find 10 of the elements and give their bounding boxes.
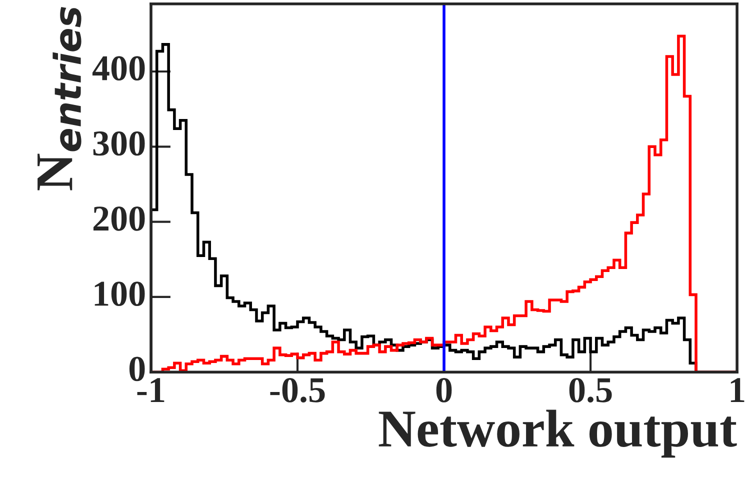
y-tick-label: 400 [92,56,145,81]
x-tick-label: -0.5 [270,378,325,403]
x-tick-label: 0 [436,378,452,402]
y-axis-title: N$_{entries}$ [38,6,82,190]
x-axis-title: Network output [378,410,737,458]
y-tick-label: 100 [94,282,145,306]
y-tick-label: 300 [93,131,145,156]
x-tick-label: 0.5 [569,378,612,403]
x-tick-label: 1 [730,378,744,402]
y-tick-label: 200 [93,206,145,231]
